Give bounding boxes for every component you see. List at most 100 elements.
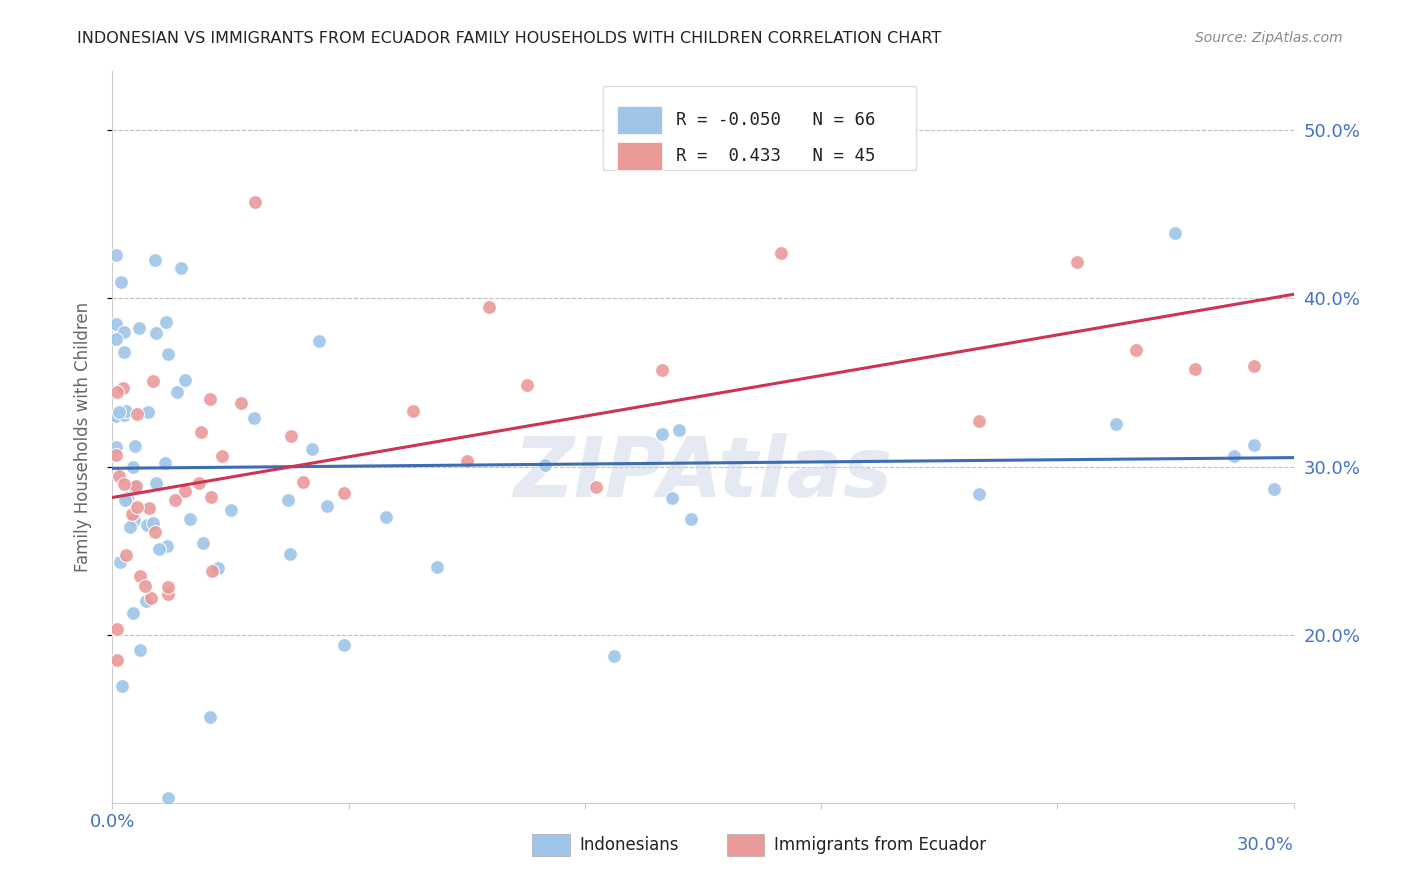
Bar — [617, 142, 662, 169]
Point — [155, 456, 177, 470]
Point — [105, 409, 128, 423]
Point — [129, 569, 152, 583]
Point — [967, 414, 990, 428]
Point — [651, 363, 673, 377]
Text: Immigrants from Ecuador: Immigrants from Ecuador — [773, 836, 986, 855]
Point — [1243, 359, 1265, 374]
Point — [105, 448, 128, 462]
Point — [316, 499, 339, 513]
Point — [1223, 449, 1246, 463]
Point — [138, 500, 160, 515]
Point — [200, 490, 222, 504]
Point — [114, 325, 136, 339]
Point — [121, 606, 143, 620]
Point — [426, 560, 449, 574]
Point — [219, 502, 242, 516]
Point — [143, 525, 166, 540]
Point — [516, 378, 538, 392]
FancyBboxPatch shape — [603, 86, 915, 170]
Point — [478, 301, 501, 315]
Point — [770, 246, 793, 260]
Point — [278, 547, 301, 561]
Point — [201, 564, 224, 578]
Point — [165, 493, 187, 508]
Point — [105, 385, 128, 400]
Point — [333, 638, 356, 652]
Point — [229, 395, 252, 409]
Point — [111, 679, 134, 693]
Point — [967, 487, 990, 501]
Point — [134, 579, 156, 593]
Point — [148, 542, 170, 557]
Point — [156, 790, 179, 805]
Point — [112, 408, 135, 422]
Text: Indonesians: Indonesians — [579, 836, 679, 855]
Point — [174, 484, 197, 499]
Point — [668, 423, 690, 437]
Point — [105, 318, 128, 332]
Point — [198, 709, 221, 723]
Point — [661, 491, 683, 506]
Point — [243, 194, 266, 209]
Point — [135, 518, 157, 533]
Point — [121, 508, 143, 522]
Point — [280, 428, 302, 442]
Point — [402, 404, 425, 418]
Bar — [727, 834, 765, 856]
Point — [125, 479, 148, 493]
Text: R = -0.050   N = 66: R = -0.050 N = 66 — [676, 112, 876, 129]
Point — [375, 510, 398, 524]
Text: Source: ZipAtlas.com: Source: ZipAtlas.com — [1195, 31, 1343, 45]
Text: ZIPAtlas: ZIPAtlas — [513, 434, 893, 514]
Point — [143, 252, 166, 267]
Point — [114, 493, 136, 508]
Text: INDONESIAN VS IMMIGRANTS FROM ECUADOR FAMILY HOUSEHOLDS WITH CHILDREN CORRELATIO: INDONESIAN VS IMMIGRANTS FROM ECUADOR FA… — [77, 31, 942, 46]
Point — [115, 549, 138, 563]
Point — [107, 404, 129, 418]
Point — [308, 334, 330, 348]
Point — [112, 344, 135, 359]
Point — [179, 512, 201, 526]
Point — [301, 442, 323, 457]
Point — [114, 404, 136, 418]
Point — [243, 410, 266, 425]
Point — [127, 500, 149, 515]
Point — [156, 587, 179, 601]
Point — [128, 321, 150, 335]
Point — [166, 385, 188, 400]
Point — [112, 477, 135, 491]
Point — [122, 460, 145, 475]
Point — [110, 276, 132, 290]
Point — [190, 425, 212, 439]
Point — [157, 580, 180, 594]
Point — [1105, 417, 1128, 431]
Bar — [617, 106, 662, 135]
Point — [651, 427, 673, 442]
Point — [124, 439, 146, 453]
Point — [169, 260, 191, 275]
Point — [138, 404, 160, 418]
Point — [211, 449, 233, 463]
Bar — [531, 834, 569, 856]
Point — [332, 486, 354, 500]
Point — [1125, 343, 1147, 357]
Point — [174, 373, 197, 387]
Text: 30.0%: 30.0% — [1237, 836, 1294, 854]
Text: R =  0.433   N = 45: R = 0.433 N = 45 — [676, 146, 876, 165]
Point — [193, 536, 215, 550]
Point — [1263, 482, 1285, 496]
Point — [1164, 226, 1187, 240]
Point — [141, 591, 163, 605]
Point — [120, 519, 142, 533]
Point — [679, 512, 702, 526]
Point — [533, 458, 555, 472]
Point — [157, 346, 180, 360]
Point — [129, 642, 152, 657]
Point — [125, 407, 148, 421]
Point — [142, 516, 165, 531]
Point — [1066, 254, 1088, 268]
Point — [207, 561, 229, 575]
Point — [188, 476, 211, 491]
Point — [585, 480, 607, 494]
Point — [105, 623, 128, 637]
